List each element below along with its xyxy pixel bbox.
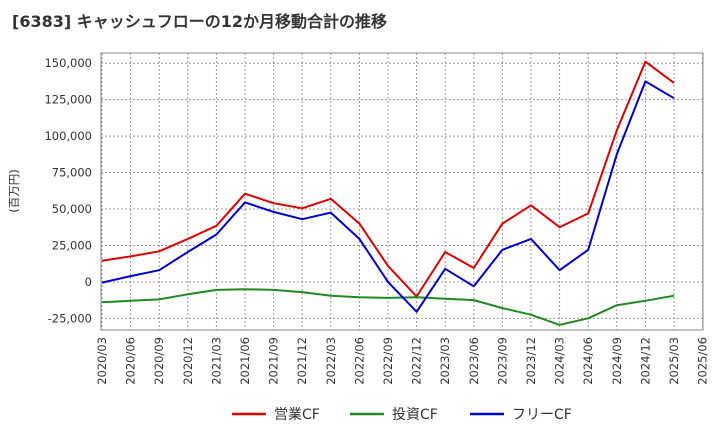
x-tick-label: 2022/06 [352,337,366,385]
y-tick-label: 125,000 [44,93,92,107]
y-tick-label: 25,000 [52,238,92,252]
series-line [101,288,675,326]
y-tick-label: 50,000 [52,202,92,216]
x-tick-label: 2023/09 [495,337,509,385]
series-line [101,80,675,313]
x-tick-label: 2024/09 [610,337,624,385]
x-tick-label: 2023/06 [467,337,481,385]
y-tick-label: 0 [85,275,92,289]
x-tick-label: 2020/03 [95,337,109,385]
x-tick-label: 2024/03 [553,337,567,385]
x-tick-label: 2025/03 [667,337,681,385]
x-tick-label: 2022/12 [410,337,424,385]
x-tick-label: 2021/09 [267,337,281,385]
x-tick-label: 2021/06 [238,337,252,385]
x-axis: 2020/03 2020/06 2020/09 2020/12 2021/03 2021/… [95,337,710,385]
series-line [101,60,675,298]
x-tick-label: 2023/03 [438,337,452,385]
legend-label: 営業CF [274,407,320,423]
y-tick-label: 100,000 [44,129,92,143]
x-tick-label: 2025/06 [696,337,710,385]
series [101,60,675,326]
chart-title: [6383] キャッシュフローの12か月移動合計の推移 [12,12,387,31]
plot-frame [100,52,704,331]
x-tick-label: 2020/09 [152,337,166,385]
y-tick-label: -25,000 [48,311,92,325]
y-tick-label: 150,000 [44,56,92,70]
x-tick-label: 2023/12 [524,337,538,385]
x-tick-label: 2020/12 [181,337,195,385]
legend: 営業CF 投資CF フリーCF [232,407,572,423]
y-axis: 150,000 125,000 100,000 75,000 50,000 25,000 0… [44,56,92,325]
legend-label: 投資CF [392,407,438,423]
x-tick-label: 2020/06 [124,337,138,385]
x-tick-label: 2022/03 [324,337,338,385]
legend-label: フリーCF [512,407,572,423]
y-tick-label: 75,000 [52,166,92,180]
x-tick-label: 2021/03 [209,337,223,385]
x-tick-label: 2024/06 [581,337,595,385]
x-tick-label: 2021/12 [295,337,309,385]
x-tick-label: 2024/12 [638,337,652,385]
plot-background [101,53,703,330]
x-tick-label: 2022/09 [381,337,395,385]
y-axis-label: (百万円) [7,169,21,212]
